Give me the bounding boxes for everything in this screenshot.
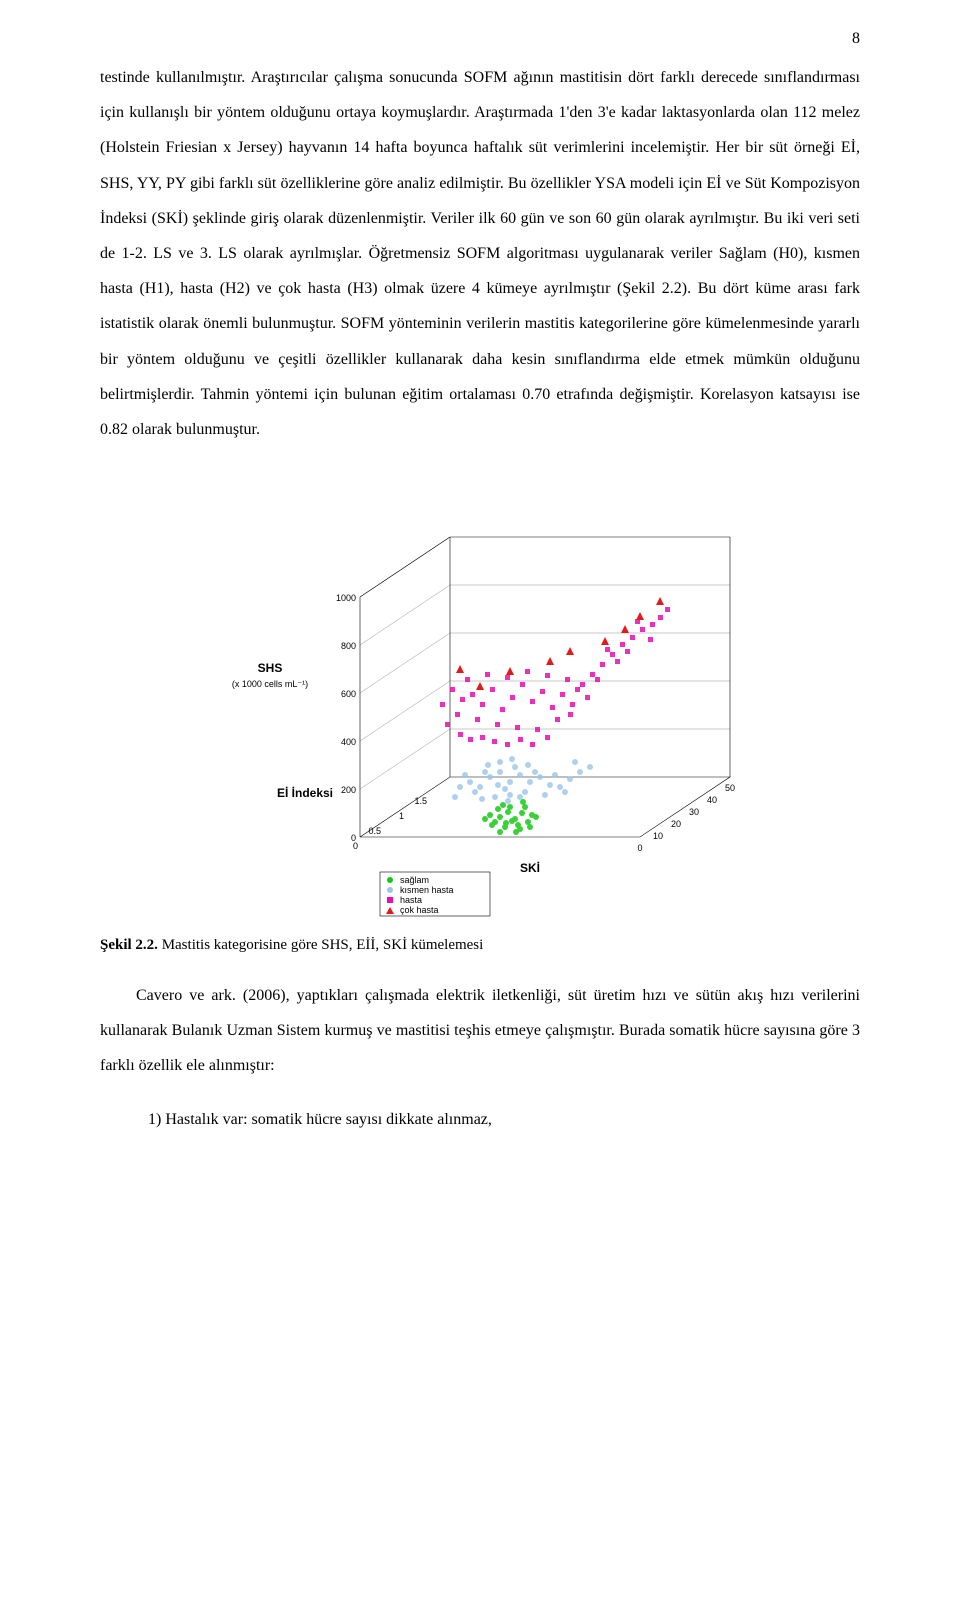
y-tick-1: 0.5 [368, 826, 381, 836]
legend-3: çok hasta [400, 905, 439, 915]
list-item-1: 1) Hastalık var: somatik hücre sayısı di… [100, 1102, 860, 1137]
paragraph-1: testinde kullanılmıştır. Araştırıcılar ç… [100, 60, 860, 447]
y-tick-2: 1 [399, 811, 404, 821]
caption-bold: Şekil 2.2. [100, 937, 158, 953]
figure-caption: Şekil 2.2. Mastitis kategorisine göre SH… [100, 937, 860, 954]
y-tick-0: 0 [353, 841, 358, 851]
x-tick-3: 30 [689, 807, 699, 817]
x-tick-4: 40 [707, 795, 717, 805]
legend-2: hasta [400, 895, 422, 905]
x-tick-0: 0 [637, 843, 642, 853]
x-tick-2: 20 [671, 819, 681, 829]
legend-box: sağlam kısmen hasta hasta çok hasta [380, 872, 490, 916]
caption-rest: Mastitis kategorisine göre SHS, Eİİ, SKİ… [158, 937, 483, 953]
x-axis-label: SKİ [520, 860, 540, 875]
z-tick-1: 200 [341, 785, 356, 795]
z-axis-sublabel: (x 1000 cells mL⁻¹) [232, 679, 308, 689]
legend-1: kısmen hasta [400, 885, 454, 895]
figure-3d-scatter: 0 200 400 600 800 1000 0 0.5 1 1.5 0 10 … [100, 477, 860, 917]
x-tick-1: 10 [653, 831, 663, 841]
z-tick-2: 400 [341, 737, 356, 747]
z-tick-3: 600 [341, 689, 356, 699]
x-tick-5: 50 [725, 783, 735, 793]
scatter-svg: 0 200 400 600 800 1000 0 0.5 1 1.5 0 10 … [210, 477, 750, 917]
legend-0: sağlam [400, 875, 429, 885]
y-axis-label: Eİ İndeksi [277, 785, 333, 800]
z-tick-4: 800 [341, 641, 356, 651]
y-tick-3: 1.5 [414, 796, 427, 806]
z-tick-5: 1000 [336, 593, 356, 603]
page-number: 8 [852, 30, 860, 48]
paragraph-2: Cavero ve ark. (2006), yaptıkları çalışm… [100, 978, 860, 1084]
z-axis-label: SHS [258, 661, 283, 675]
